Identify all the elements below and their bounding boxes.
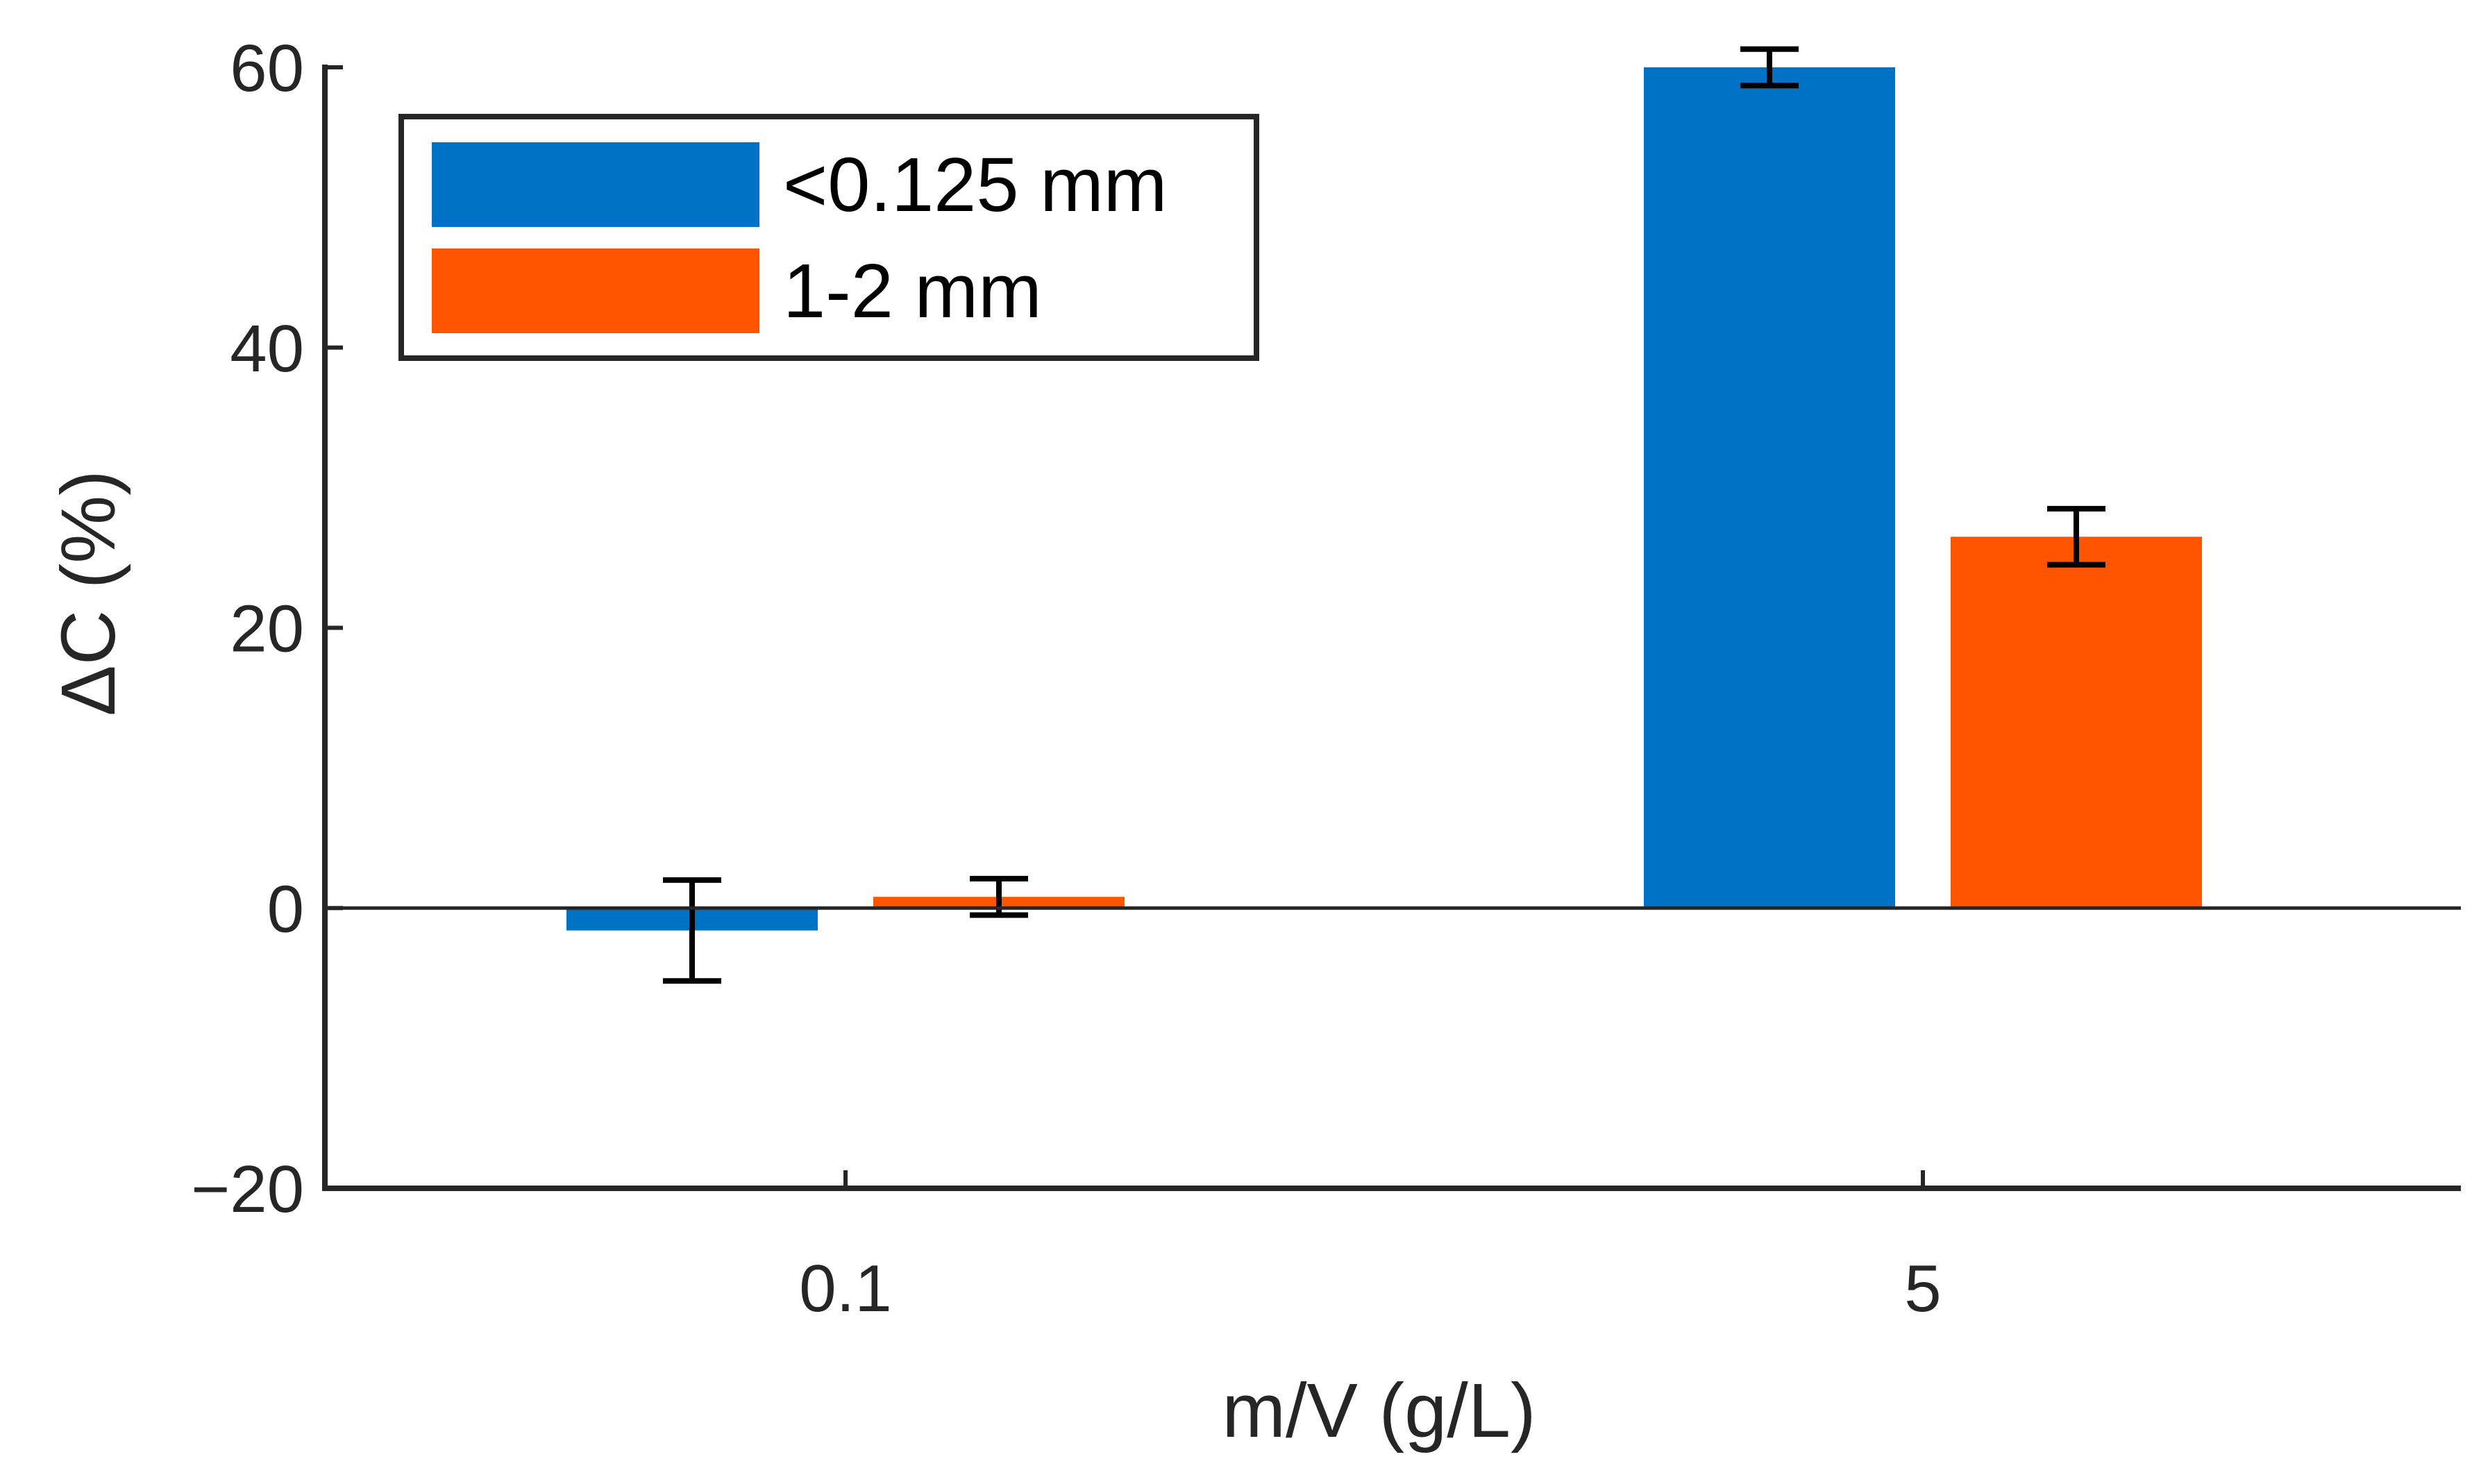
error-bar (1740, 46, 1799, 89)
legend-label-coarse: 1-2 mm (783, 248, 1042, 334)
x-tick-label: 5 (1904, 1251, 1941, 1326)
legend-label-fine: <0.125 mm (783, 142, 1167, 228)
y-tick-label: 40 (230, 312, 304, 386)
bars-layer (566, 67, 2202, 931)
error-bar (2047, 505, 2105, 568)
y-tick-label: −20 (191, 1152, 304, 1226)
x-tick-label: 0.1 (799, 1251, 891, 1326)
y-axis-title: ΔC (%) (46, 470, 131, 716)
y-ticks: −20 0 20 40 60 (191, 31, 343, 1226)
error-bar (663, 877, 721, 984)
x-ticks: 0.1 5 (799, 1170, 1942, 1326)
bar-coarse-5 (1951, 537, 2202, 909)
legend: <0.125 mm 1-2 mm (398, 114, 1259, 361)
legend-swatch-coarse (432, 248, 759, 333)
bar-fine-5 (1644, 67, 1895, 909)
y-tick-label: 20 (230, 592, 304, 666)
x-axis-title: m/V (g/L) (1222, 1368, 1536, 1453)
y-tick-label: 60 (230, 31, 304, 106)
y-tick-label: 0 (267, 872, 304, 946)
legend-swatch-fine (432, 142, 759, 227)
